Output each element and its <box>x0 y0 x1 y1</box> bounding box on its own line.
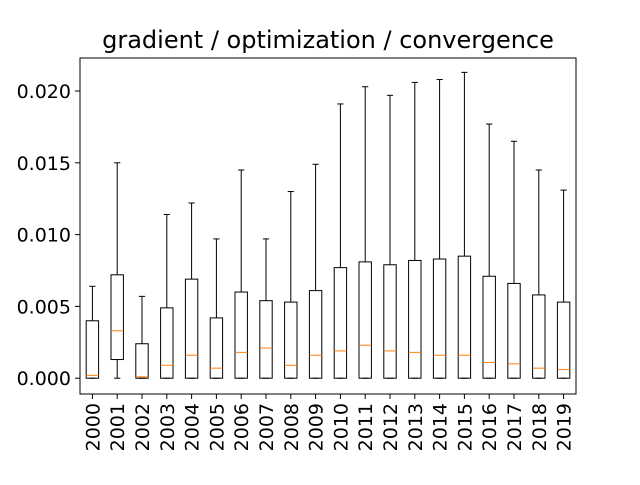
box-2007 <box>259 300 273 379</box>
box-2002 <box>135 343 149 379</box>
x-tick-label: 2017 <box>504 403 526 451</box>
x-tick-label: 2004 <box>182 403 204 451</box>
box-2003 <box>160 307 174 379</box>
x-tick-label: 2005 <box>206 403 228 451</box>
box-2010 <box>333 267 348 379</box>
box-2008 <box>284 301 298 379</box>
plot-frame <box>79 57 577 395</box>
box-2006 <box>234 291 248 379</box>
box-2014 <box>432 258 447 379</box>
box-2005 <box>209 317 224 379</box>
x-tick-label: 2012 <box>380 403 402 451</box>
box-2001 <box>110 274 124 361</box>
x-tick-label: 2014 <box>430 403 452 451</box>
box-2015 <box>457 255 472 379</box>
box-2019 <box>556 301 571 379</box>
x-tick-label: 2019 <box>554 403 576 451</box>
y-tick-label: 0.020 <box>17 81 71 103</box>
x-tick-label: 2001 <box>107 403 129 451</box>
x-tick-label: 2008 <box>281 403 303 451</box>
box-2017 <box>507 282 521 379</box>
box-2000 <box>85 320 100 379</box>
box-2016 <box>482 275 496 379</box>
x-tick-label: 2002 <box>132 403 154 451</box>
x-tick-label: 2013 <box>405 403 427 451</box>
box-2012 <box>383 264 397 379</box>
x-tick-label: 2009 <box>306 403 328 451</box>
box-2018 <box>532 294 546 379</box>
x-tick-label: 2011 <box>355 403 377 451</box>
box-2004 <box>184 278 199 379</box>
x-tick-label: 2015 <box>454 403 476 451</box>
y-tick-label: 0.015 <box>17 153 71 175</box>
y-tick-label: 0.005 <box>17 296 71 318</box>
box-2013 <box>408 259 422 379</box>
y-tick-label: 0.010 <box>17 225 71 247</box>
y-tick-label: 0.000 <box>17 368 71 390</box>
x-tick-label: 2006 <box>231 403 253 451</box>
chart-title: gradient / optimization / convergence <box>102 26 554 54</box>
x-tick-label: 2010 <box>330 403 352 451</box>
x-tick-label: 2007 <box>256 403 278 451</box>
x-tick-label: 2018 <box>529 403 551 451</box>
x-tick-label: 2016 <box>479 403 501 451</box>
x-tick-label: 2000 <box>82 403 104 451</box>
box-2009 <box>308 290 323 379</box>
x-tick-label: 2003 <box>157 403 179 451</box>
box-2011 <box>358 261 372 379</box>
